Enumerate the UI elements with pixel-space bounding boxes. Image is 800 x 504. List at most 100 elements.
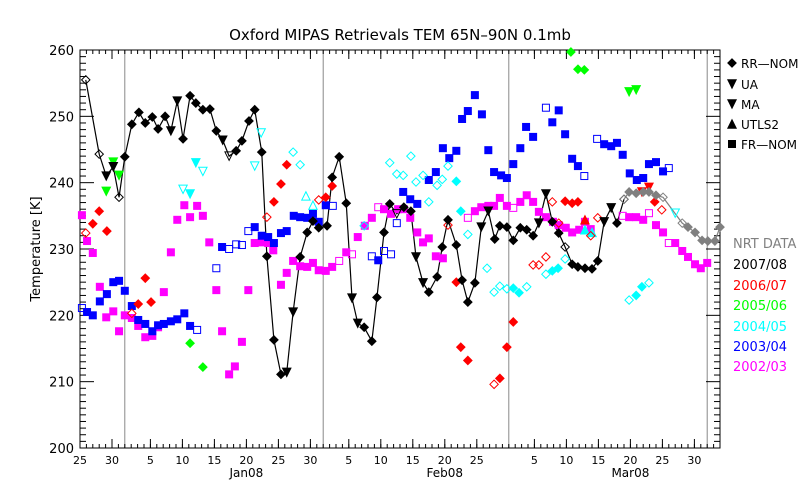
data-point <box>502 201 511 210</box>
data-point <box>451 176 462 187</box>
series-2007-08 <box>80 74 629 380</box>
data-point <box>528 260 539 270</box>
data-point <box>256 147 267 158</box>
data-point <box>637 281 647 292</box>
data-point <box>529 197 538 206</box>
data-point <box>438 144 447 153</box>
series-2003-04 <box>77 91 673 336</box>
data-point <box>178 133 188 144</box>
data-point <box>197 362 208 372</box>
data-point <box>483 206 494 217</box>
data-point <box>288 307 299 318</box>
legend-marker-label: MA <box>741 98 760 112</box>
x-tick-label: 15 <box>591 454 605 467</box>
y-tick-label: 210 <box>49 376 74 391</box>
data-point <box>387 250 396 259</box>
x-tick-label: 25 <box>271 454 285 467</box>
data-point <box>418 170 428 181</box>
data-point <box>406 195 415 204</box>
data-point <box>146 297 156 307</box>
data-point <box>250 239 259 248</box>
data-point <box>612 138 621 147</box>
data-point <box>522 191 531 200</box>
x-tick-label: 20 <box>239 454 253 467</box>
data-point <box>77 211 86 220</box>
x-tick-label: 5 <box>345 454 352 467</box>
data-point <box>359 322 370 333</box>
data-point <box>462 229 473 240</box>
data-point <box>568 154 577 163</box>
data-point <box>172 96 183 107</box>
data-point <box>658 192 668 203</box>
data-point <box>508 235 519 246</box>
data-point <box>153 124 163 134</box>
data-point <box>649 196 660 207</box>
data-point <box>508 317 519 327</box>
data-point <box>652 158 660 167</box>
data-point <box>533 218 544 229</box>
data-point <box>644 187 654 197</box>
data-point <box>120 311 129 320</box>
data-point <box>334 151 345 162</box>
data-point <box>88 311 97 320</box>
data-point <box>282 227 291 236</box>
data-point <box>411 177 421 187</box>
data-point <box>462 355 473 366</box>
y-tick-label: 220 <box>49 309 74 324</box>
data-point <box>463 107 472 116</box>
legend-series-label: 2006/07 <box>733 279 787 294</box>
data-point <box>573 196 583 207</box>
legend-marker-label: UA <box>741 78 759 92</box>
data-point <box>320 192 331 203</box>
data-point <box>87 218 98 229</box>
x-tick-label: 20 <box>438 454 452 467</box>
data-point <box>445 154 454 163</box>
x-tick-label: 30 <box>303 454 317 467</box>
data-point <box>619 194 629 205</box>
data-point <box>573 64 583 75</box>
x-tick-label: 5 <box>531 454 538 467</box>
data-point <box>249 161 260 172</box>
legend-series-label: 2005/06 <box>733 299 787 314</box>
data-point <box>224 151 235 162</box>
data-point <box>159 288 168 297</box>
data-point <box>300 190 311 201</box>
data-point <box>651 190 661 201</box>
data-point <box>313 222 324 233</box>
data-point <box>437 174 448 185</box>
data-point <box>250 223 259 232</box>
data-point <box>463 213 472 222</box>
x-tick-label: 20 <box>623 454 637 467</box>
data-point <box>264 233 273 242</box>
data-point <box>269 239 278 248</box>
data-point <box>140 118 151 128</box>
y-tick-label: 260 <box>49 44 74 59</box>
data-point <box>443 161 453 171</box>
data-point <box>644 160 653 169</box>
data-point <box>534 207 543 216</box>
data-point <box>592 212 603 223</box>
month-label: Jan08 <box>229 466 264 480</box>
data-point <box>462 297 473 307</box>
legend-marker-label: UTLS2 <box>741 118 779 132</box>
data-point <box>237 241 246 250</box>
data-point <box>547 196 558 207</box>
data-point <box>476 222 487 233</box>
data-point <box>159 319 168 328</box>
data-point <box>108 162 119 173</box>
y-tick-label: 200 <box>49 442 74 457</box>
legend-series-label: 2002/03 <box>733 360 787 375</box>
data-point <box>612 218 622 229</box>
data-point <box>501 342 512 353</box>
data-point <box>307 199 318 210</box>
data-point <box>141 319 150 328</box>
data-point <box>115 276 124 285</box>
data-point <box>678 246 687 255</box>
data-point <box>490 168 499 177</box>
data-point <box>295 159 306 170</box>
legend-series-label: NRT DATA <box>733 237 796 252</box>
data-point <box>327 172 338 183</box>
data-point <box>102 313 111 322</box>
data-point <box>580 263 590 274</box>
data-point <box>231 145 242 156</box>
